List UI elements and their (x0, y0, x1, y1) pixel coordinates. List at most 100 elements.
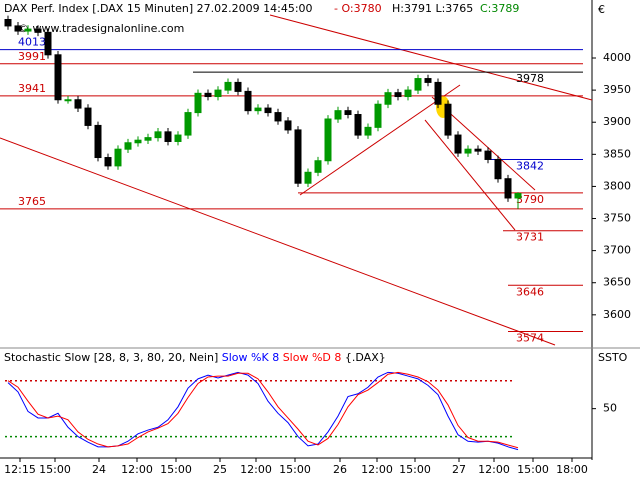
x-tick-label: 12:00 (121, 463, 153, 476)
candle-body (484, 150, 492, 160)
x-tick-label: 26 (333, 463, 347, 476)
candle-body (184, 112, 192, 136)
high-low: H:3791 L:3765 (392, 2, 473, 15)
x-tick-label: 15:00 (279, 463, 311, 476)
candle-body (24, 28, 32, 32)
candle-body (214, 89, 222, 98)
level-label: 3978 (516, 72, 544, 85)
candle-body (254, 107, 262, 112)
x-tick-label: 24 (92, 463, 106, 476)
y-tick-label: 3800 (603, 179, 631, 192)
candle-body (464, 148, 472, 154)
currency: € (598, 3, 605, 16)
candle-body (134, 139, 142, 144)
candle-body (314, 160, 322, 173)
trend-line (269, 14, 593, 101)
legend-entry: Slow %K 8 (222, 351, 279, 364)
y-tick-label: 3650 (603, 276, 631, 289)
candle-body (54, 54, 62, 101)
candle-body (454, 134, 462, 154)
level-label: 3646 (516, 285, 544, 298)
candle-body (414, 78, 422, 91)
legend-entry: Slow %D 8 (283, 351, 342, 364)
candle-body (4, 18, 12, 27)
x-tick-label: 15:00 (160, 463, 192, 476)
y-tick-label: 50 (603, 402, 617, 415)
candle-body (374, 103, 382, 128)
candle-body (194, 92, 202, 114)
x-tick-label: 12:00 (361, 463, 393, 476)
candle-body (294, 129, 302, 184)
series-line (7, 371, 519, 449)
candle-body (354, 114, 362, 136)
candle-body (174, 134, 182, 142)
candle-body (64, 99, 72, 102)
trend-line (299, 84, 461, 196)
candle-body (344, 110, 352, 116)
candle-body (304, 171, 312, 184)
x-tick-label: 12:00 (478, 463, 510, 476)
candle-body (424, 78, 432, 83)
series-line (7, 371, 519, 451)
candle-body (474, 148, 482, 152)
candle-body (34, 28, 42, 33)
candle-body (244, 90, 252, 112)
open-price: - O:3780 (334, 2, 382, 15)
candle-body (364, 126, 372, 136)
candle-body (384, 92, 392, 105)
candle-body (124, 142, 132, 150)
y-tick-label: 3950 (603, 83, 631, 96)
candle-body (324, 118, 332, 162)
candle-body (434, 81, 442, 105)
x-tick-label: 25 (213, 463, 227, 476)
candle-body (224, 81, 232, 91)
level-label: 4013 (18, 36, 46, 49)
candle-body (154, 131, 162, 139)
candle-body (234, 81, 242, 92)
candle-body (14, 25, 22, 32)
candle-body (504, 178, 512, 199)
level-label: 3941 (18, 82, 46, 95)
y-tick-label: 3900 (603, 115, 631, 128)
level-label: 3574 (516, 332, 544, 345)
trend-line (0, 137, 556, 346)
level-label: 3790 (516, 193, 544, 206)
y-tick-label: 3600 (603, 308, 631, 321)
x-tick-label: 18:00 (556, 463, 588, 476)
candle-body (274, 112, 282, 122)
level-label: 3842 (516, 159, 544, 172)
candle-body (444, 103, 452, 136)
watermark: © www.tradesignalonline.com (18, 22, 184, 35)
y-tick-label: 3750 (603, 212, 631, 225)
candle-body (334, 110, 342, 120)
x-tick-label: 12:15 (4, 463, 36, 476)
candle-body (104, 157, 112, 167)
candle-body (264, 107, 272, 114)
candle-body (94, 124, 102, 159)
candle-body (84, 107, 92, 126)
stoch-label: Stochastic Slow [28, 8, 3, 80, 20, Nein] (4, 351, 218, 364)
stoch-title: Stochastic Slow [28, 8, 3, 80, 20, Nein]… (4, 351, 386, 364)
candle-body (394, 92, 402, 98)
candle-body (494, 158, 502, 180)
stoch-axis-label: SSTO (598, 351, 628, 364)
level-label: 3731 (516, 231, 544, 244)
x-tick-label: 15:00 (399, 463, 431, 476)
close-price: C:3789 (480, 2, 519, 15)
candle-body (144, 137, 152, 141)
candle-body (404, 89, 412, 98)
stoch-suffix: {.DAX} (345, 351, 386, 364)
x-tick-label: 15:00 (39, 463, 71, 476)
x-tick-label: 27 (452, 463, 466, 476)
y-tick-label: 4000 (603, 51, 631, 64)
candle-body (164, 131, 172, 142)
level-label: 3765 (18, 195, 46, 208)
channel-line (424, 119, 516, 231)
level-label: 3991 (18, 50, 46, 63)
candle-body (514, 192, 522, 199)
y-tick-label: 3850 (603, 147, 631, 160)
y-tick-label: 3700 (603, 244, 631, 257)
candle-body (44, 31, 52, 56)
